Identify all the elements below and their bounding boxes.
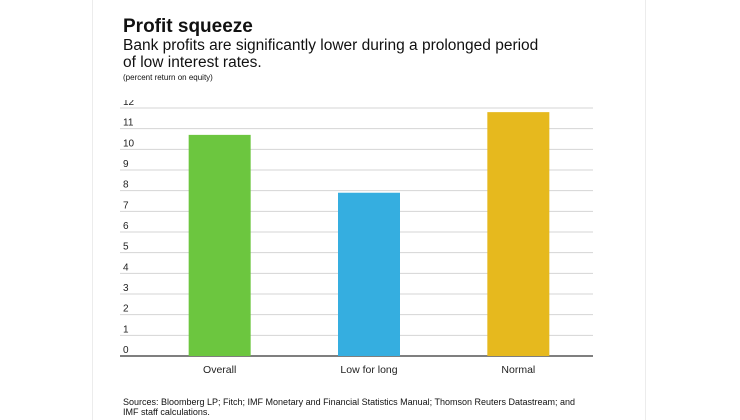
x-tick-label: Low for long <box>340 364 397 376</box>
y-tick-label: 6 <box>123 221 129 232</box>
sources-note: Sources: Bloomberg LP; Fitch; IMF Moneta… <box>123 397 576 417</box>
y-tick-label: 10 <box>123 138 135 149</box>
y-tick-label: 2 <box>123 304 129 315</box>
y-tick-label: 1 <box>123 324 129 335</box>
y-tick-label: 8 <box>123 180 129 191</box>
x-tick-label: Normal <box>501 364 535 376</box>
y-tick-label: 3 <box>123 283 129 294</box>
unit-note: (percent return on equity) <box>123 73 213 82</box>
y-tick-label: 11 <box>123 118 134 129</box>
bar <box>487 112 550 356</box>
page-right-edge <box>645 0 646 420</box>
bar <box>188 134 251 356</box>
y-tick-label: 9 <box>123 159 129 170</box>
chart-title: Profit squeeze <box>123 16 253 37</box>
y-tick-label: 12 <box>123 100 135 108</box>
x-tick-label: Overall <box>203 364 236 376</box>
y-tick-label: 5 <box>123 242 129 253</box>
page-left-edge <box>92 0 93 420</box>
y-tick-label: 0 <box>123 345 129 356</box>
bar <box>338 192 400 356</box>
y-tick-label: 4 <box>123 262 129 273</box>
y-tick-label: 7 <box>123 200 129 211</box>
chart-subtitle: Bank profits are significantly lower dur… <box>123 37 539 71</box>
